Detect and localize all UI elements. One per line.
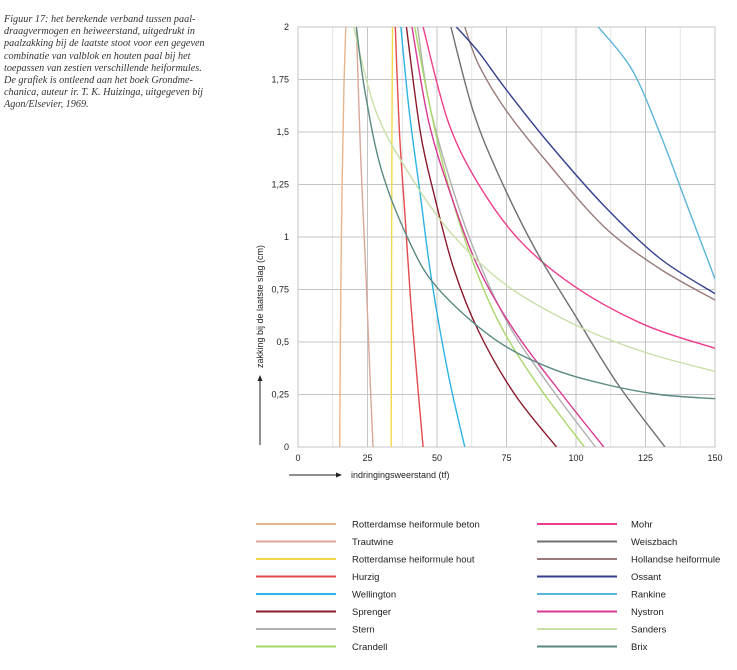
- caption-line: combinatie van valblok en houten paal bi…: [4, 50, 191, 62]
- legend-label: Brix: [631, 642, 648, 653]
- legend-label: Crandell: [352, 642, 387, 653]
- y-tick-label: 1,25: [271, 180, 289, 190]
- legend-label: Ossant: [631, 572, 661, 583]
- series-line-brix: [355, 27, 715, 400]
- series-line-weiszbach: [450, 27, 666, 447]
- x-tick-label: 0: [295, 453, 300, 463]
- x-tick-label: 100: [568, 453, 583, 463]
- y-tick-label: 2: [284, 22, 289, 32]
- series-line-rotterdamse-heiformule-beton: [339, 27, 347, 447]
- caption-line: Figuur 17: het berekende verband tussen …: [4, 14, 196, 25]
- x-tick-label: 75: [501, 453, 511, 463]
- series-line-ossant: [455, 27, 715, 295]
- series-line-sanders: [352, 27, 715, 373]
- y-tick-label: 0,25: [271, 390, 289, 400]
- legend-label: Rotterdamse heiformule hout: [352, 555, 475, 566]
- x-axis-title: indringingsweerstand (tf): [351, 470, 450, 480]
- series-line-wellington: [400, 27, 466, 447]
- legend-label: Wellington: [352, 590, 396, 601]
- caption-line: toepassen van zestien verschillende heif…: [4, 62, 202, 74]
- y-axis-arrowhead: [257, 375, 263, 381]
- caption-line: chanica, auteur ir. T. K. Huizinga, uitg…: [4, 87, 204, 99]
- y-tick-label: 0,5: [276, 337, 289, 347]
- x-axis-arrowhead: [336, 472, 342, 478]
- series-line-mohr: [422, 27, 715, 349]
- x-tick-label: 50: [432, 453, 442, 463]
- series-line-crandell: [414, 27, 585, 447]
- y-tick-label: 0,75: [271, 285, 289, 295]
- caption-line: draagvermogen en heiweerstand, uitgedruk…: [4, 26, 195, 38]
- legend-label: Rotterdamse heiformule beton: [352, 520, 480, 531]
- caption-line: De grafiek is ontleend aan het boek Gron…: [4, 75, 193, 87]
- series-line-hollandse-heiformule: [464, 27, 715, 301]
- legend-label: Weiszbach: [631, 537, 677, 548]
- y-tick-label: 1: [284, 232, 289, 242]
- series-line-rankine: [597, 27, 715, 280]
- x-tick-label: 150: [707, 453, 722, 463]
- y-tick-label: 1,75: [271, 75, 289, 85]
- legend-label: Rankine: [631, 590, 666, 601]
- legend-label: Nystron: [631, 607, 664, 618]
- series-line-trautwine: [355, 27, 374, 447]
- legend-label: Hollandse heiformule: [631, 555, 720, 566]
- legend-label: Sanders: [631, 625, 667, 636]
- y-axis-title: zakking bij de laatste slag (cm): [255, 245, 265, 368]
- legend-label: Stern: [352, 625, 375, 636]
- series-line-sprenger: [405, 27, 558, 447]
- y-tick-label: 1,5: [276, 127, 289, 137]
- legend-label: Hurzig: [352, 572, 379, 583]
- legend-label: Trautwine: [352, 537, 393, 548]
- y-tick-label: 0: [284, 442, 289, 452]
- x-tick-label: 25: [362, 453, 372, 463]
- caption-line: Agon/Elsevier, 1969.: [4, 99, 89, 111]
- series-line-nystron: [411, 27, 605, 447]
- legend-label: Sprenger: [352, 607, 391, 618]
- x-tick-label: 125: [638, 453, 653, 463]
- series-line-rotterdamse-heiformule-hout: [390, 27, 394, 447]
- series-line-hurzig: [394, 27, 424, 447]
- caption-line: paalzakking bij de laatste stoot voor ee…: [4, 38, 205, 50]
- figure-caption: Figuur 17: het berekende verband tussen …: [4, 14, 240, 112]
- legend-label: Mohr: [631, 520, 653, 531]
